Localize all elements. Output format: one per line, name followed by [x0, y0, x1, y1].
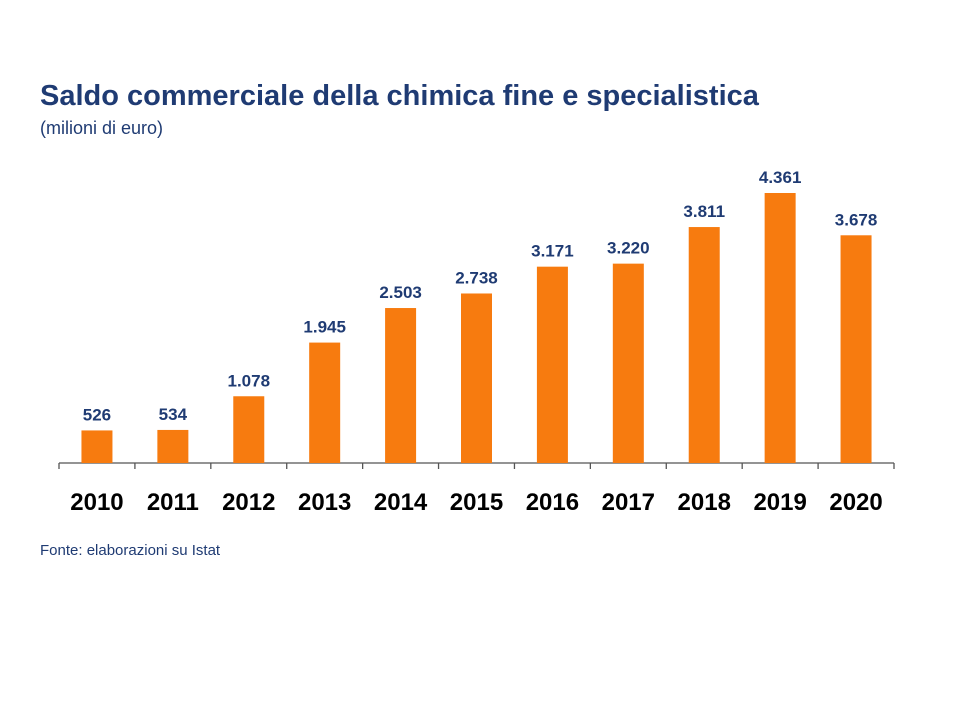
bar-2014 — [385, 308, 417, 463]
chart-title: Saldo commerciale della chimica fine e s… — [40, 80, 759, 112]
value-label-2014: 2.503 — [379, 283, 422, 302]
bar-2020 — [840, 235, 872, 463]
bar-2018 — [688, 227, 720, 463]
category-label-2020: 2020 — [829, 489, 882, 516]
value-label-2016: 3.171 — [531, 242, 574, 261]
value-label-2015: 2.738 — [455, 268, 498, 287]
value-label-2019: 4.361 — [759, 168, 802, 187]
source-note: Fonte: elaborazioni su Istat — [40, 542, 221, 559]
category-label-2017: 2017 — [602, 489, 655, 516]
bar-2011 — [157, 429, 189, 463]
bar-2013 — [309, 342, 341, 463]
category-label-2010: 2010 — [70, 489, 123, 516]
value-label-2010: 526 — [83, 405, 111, 424]
bar-2019 — [764, 193, 796, 463]
category-label-2011: 2011 — [147, 489, 199, 516]
category-label-2014: 2014 — [374, 489, 428, 516]
value-label-2018: 3.811 — [683, 202, 725, 221]
bar-2017 — [612, 263, 644, 463]
value-label-2017: 3.220 — [607, 239, 650, 258]
bar-2015 — [461, 293, 492, 463]
category-label-2016: 2016 — [526, 489, 579, 516]
category-label-2018: 2018 — [678, 489, 731, 516]
category-label-2012: 2012 — [222, 489, 275, 516]
bar-2012 — [233, 396, 265, 463]
value-label-2011: 534 — [159, 405, 188, 424]
bar-2016 — [536, 266, 568, 463]
chart-subtitle: (milioni di euro) — [40, 118, 164, 138]
category-label-2019: 2019 — [753, 489, 806, 516]
category-label-2013: 2013 — [298, 489, 351, 516]
category-label-2015: 2015 — [450, 489, 503, 516]
value-label-2013: 1.945 — [303, 318, 346, 337]
value-label-2020: 3.678 — [835, 210, 878, 229]
bar-2010 — [81, 430, 113, 463]
value-label-2012: 1.078 — [227, 371, 270, 390]
